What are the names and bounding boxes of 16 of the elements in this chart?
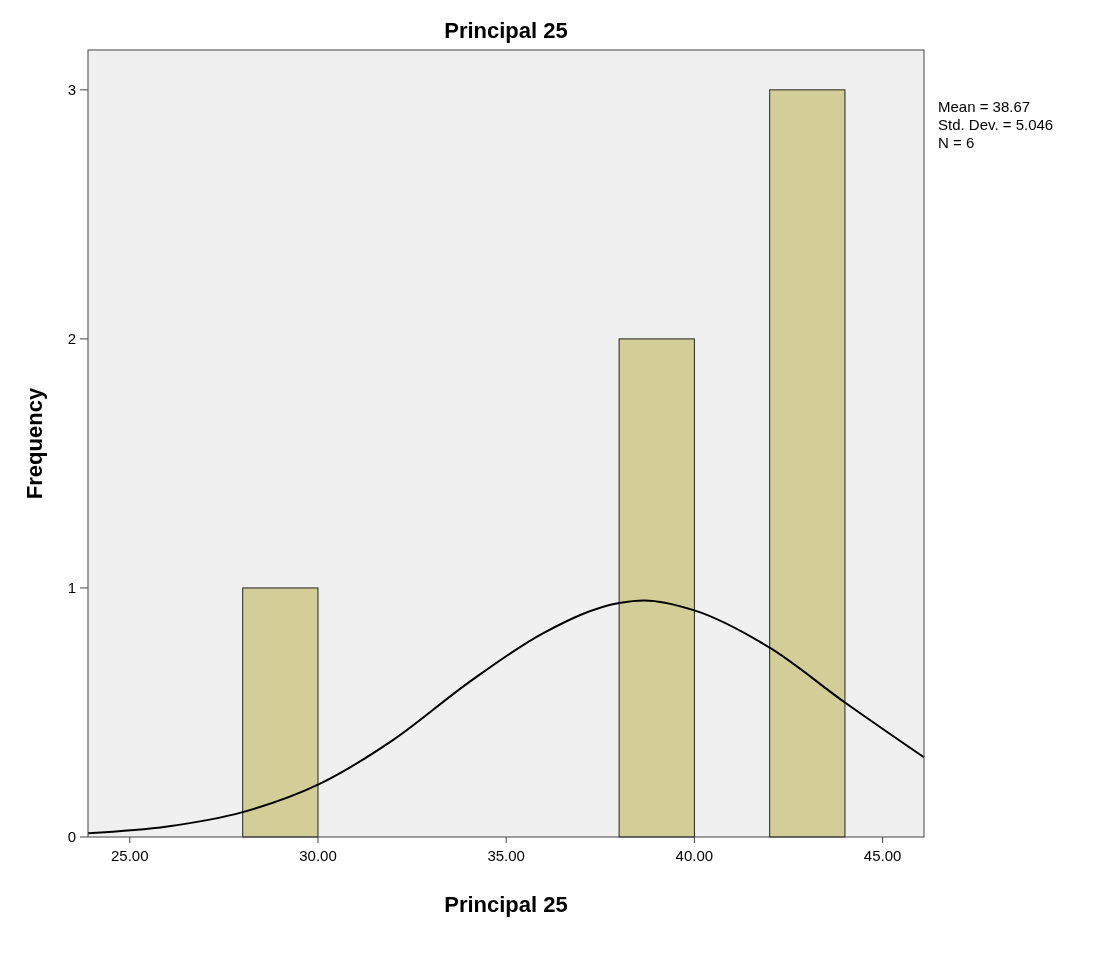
- text: N = 6: [938, 134, 975, 151]
- x-tick-label: 35.00: [487, 847, 525, 864]
- text: Mean = 38.67: [938, 98, 1031, 115]
- x-tick-label: 45.00: [863, 847, 902, 864]
- y-tick-label: 0: [67, 828, 76, 846]
- y-axis-title: Frequency: [22, 387, 47, 500]
- x-tick-label: 40.00: [675, 847, 714, 864]
- x-tick-label: 30.00: [299, 847, 337, 864]
- y-tick-label: 2: [67, 330, 76, 348]
- text: Std. Dev. = 5.046: [938, 116, 1054, 133]
- y-tick-label: 1: [67, 579, 76, 597]
- chart-title: Principal 25: [444, 18, 568, 43]
- x-axis-title: Principal 25: [444, 892, 568, 917]
- x-tick-label: 25.00: [111, 847, 149, 864]
- y-tick-label: 3: [67, 81, 76, 99]
- line-series: [87, 599, 925, 835]
